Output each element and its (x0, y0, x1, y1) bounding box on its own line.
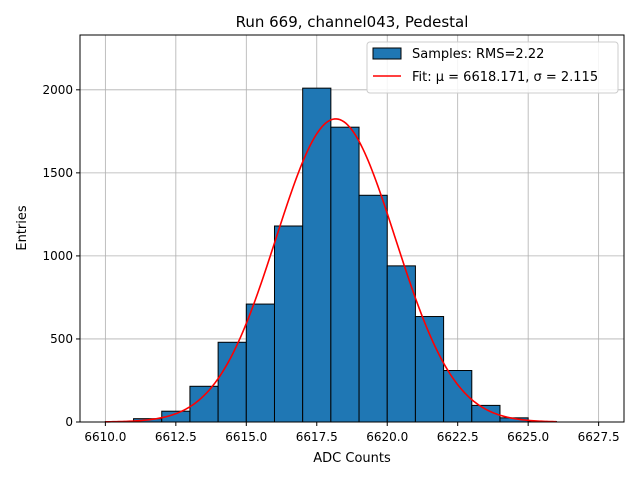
x-tick-label: 6627.5 (578, 430, 620, 444)
x-axis-label: ADC Counts (313, 451, 391, 466)
x-tick-label: 6620.0 (366, 430, 408, 444)
histogram-bar (302, 87, 332, 423)
x-tick-label: 6622.5 (437, 430, 479, 444)
y-tick-label: 0 (65, 415, 73, 429)
plot-frame (79, 34, 625, 423)
x-tick-label: 6625.0 (507, 430, 549, 444)
x-tick-label: 6615.0 (225, 430, 267, 444)
legend-label-samples: Samples: RMS=2.22 (412, 47, 544, 62)
histogram-bar (273, 225, 304, 423)
y-tick-label: 2000 (42, 83, 73, 97)
y-axis-label: Entries (15, 205, 30, 251)
fit-curve (105, 118, 557, 423)
fit-curve-layer (105, 118, 557, 423)
x-tick-label: 6617.5 (296, 430, 338, 444)
legend-box (366, 41, 619, 94)
legend-swatch-samples (372, 47, 402, 60)
y-axis: 0 500 1000 1500 2000 (42, 83, 80, 429)
histogram-bar (245, 303, 275, 423)
legend: Samples: RMS=2.22 Fit: μ = 6618.171, σ =… (366, 41, 619, 94)
y-tick-label: 500 (50, 332, 73, 346)
x-axis: 6610.0 6612.5 6615.0 6617.5 6620.0 6622.5 6625… (84, 422, 620, 444)
y-tick-label: 1000 (42, 249, 73, 263)
y-tick-label: 1500 (42, 166, 73, 180)
x-tick-label: 6610.0 (84, 430, 126, 444)
histogram-bar (358, 194, 388, 423)
histogram-bar (386, 265, 416, 423)
histogram-bar (414, 316, 445, 423)
x-tick-label: 6612.5 (155, 430, 197, 444)
chart-title: Run 669, channel043, Pedestal (236, 13, 469, 31)
histogram-bars (104, 87, 557, 423)
legend-label-fit: Fit: μ = 6618.171, σ = 2.115 (412, 70, 598, 85)
histogram-bar (330, 126, 360, 423)
